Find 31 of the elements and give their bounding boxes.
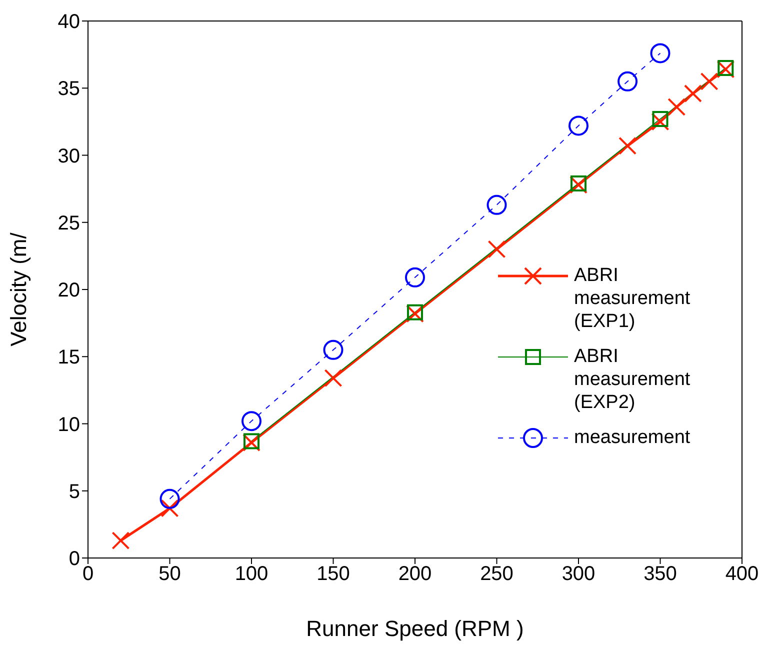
point <box>652 111 668 128</box>
y-tick-label: 40 <box>58 11 80 34</box>
point <box>323 340 344 360</box>
x-tick-label: 250 <box>480 563 514 586</box>
x-tick-label: 300 <box>562 563 596 586</box>
x-tick-label: 100 <box>234 563 268 586</box>
y-tick-label: 15 <box>58 346 80 369</box>
point <box>618 71 638 92</box>
x-tick-label: 50 <box>158 563 181 586</box>
x-tick-label: 200 <box>398 563 432 586</box>
y-axis-title: Velocity (m/ <box>6 232 31 346</box>
y-tick-label: 25 <box>58 212 80 234</box>
legend-label: ABRI measurement (EXP1) <box>574 264 692 333</box>
point <box>242 411 262 432</box>
y-tick-label: 35 <box>58 78 80 100</box>
x-tick-label: 400 <box>725 563 759 586</box>
point <box>486 194 507 215</box>
point <box>405 267 425 288</box>
point <box>568 116 588 136</box>
y-tick-label: 10 <box>58 414 80 436</box>
y-tick-label: 30 <box>58 145 80 168</box>
x-tick-label: 150 <box>316 563 350 586</box>
x-tick-label: 350 <box>644 563 677 586</box>
legend-label: ABRI measurement (EXP2) <box>574 345 692 414</box>
point <box>160 488 180 509</box>
y-tick-label: 5 <box>68 480 80 503</box>
legend-label: measurement <box>574 426 692 449</box>
x-axis-title: Runner Speed (RPM ) <box>306 616 524 641</box>
y-tick-label: 0 <box>68 548 80 570</box>
point <box>650 43 670 64</box>
y-tick-label: 20 <box>58 280 80 302</box>
